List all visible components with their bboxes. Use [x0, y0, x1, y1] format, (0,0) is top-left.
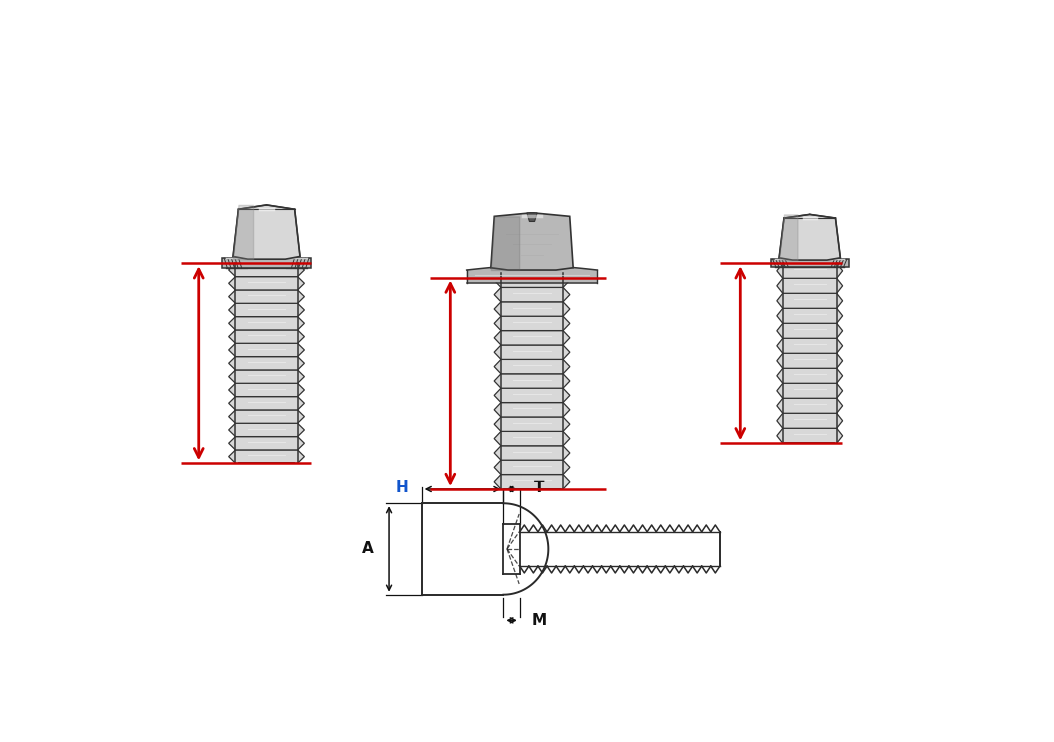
Polygon shape	[229, 423, 305, 436]
Polygon shape	[777, 263, 842, 278]
Polygon shape	[777, 293, 842, 308]
Polygon shape	[777, 384, 842, 398]
Polygon shape	[777, 353, 842, 368]
Polygon shape	[777, 413, 842, 428]
Polygon shape	[777, 398, 842, 413]
Polygon shape	[777, 338, 842, 353]
Polygon shape	[777, 368, 842, 384]
Polygon shape	[527, 213, 538, 221]
Text: H: H	[395, 480, 409, 496]
Polygon shape	[229, 450, 305, 463]
Bar	[770, 259, 848, 267]
Polygon shape	[491, 213, 573, 270]
Polygon shape	[229, 330, 305, 344]
Polygon shape	[229, 277, 305, 290]
Bar	[221, 258, 312, 269]
Polygon shape	[494, 273, 570, 287]
Text: A: A	[362, 542, 374, 556]
Polygon shape	[229, 397, 305, 410]
Polygon shape	[229, 317, 305, 330]
Polygon shape	[779, 214, 840, 260]
Polygon shape	[494, 331, 570, 345]
Polygon shape	[229, 357, 305, 370]
Polygon shape	[229, 303, 305, 317]
Polygon shape	[777, 428, 842, 443]
Polygon shape	[494, 388, 570, 403]
Polygon shape	[494, 446, 570, 460]
Polygon shape	[229, 384, 305, 397]
Polygon shape	[494, 417, 570, 431]
Polygon shape	[233, 205, 300, 259]
Polygon shape	[494, 431, 570, 446]
Polygon shape	[494, 403, 570, 417]
Polygon shape	[494, 374, 570, 388]
Polygon shape	[229, 436, 305, 450]
Polygon shape	[229, 263, 305, 277]
Text: T: T	[534, 480, 545, 496]
Polygon shape	[494, 460, 570, 475]
Polygon shape	[494, 359, 570, 374]
Polygon shape	[494, 287, 570, 302]
Polygon shape	[494, 475, 570, 489]
Polygon shape	[494, 345, 570, 359]
Polygon shape	[229, 370, 305, 384]
Polygon shape	[229, 290, 305, 303]
Polygon shape	[229, 344, 305, 357]
Text: M: M	[532, 613, 547, 628]
Polygon shape	[494, 302, 570, 316]
Polygon shape	[229, 410, 305, 423]
Polygon shape	[777, 278, 842, 293]
Polygon shape	[777, 324, 842, 338]
Polygon shape	[494, 316, 570, 331]
Polygon shape	[777, 308, 842, 324]
